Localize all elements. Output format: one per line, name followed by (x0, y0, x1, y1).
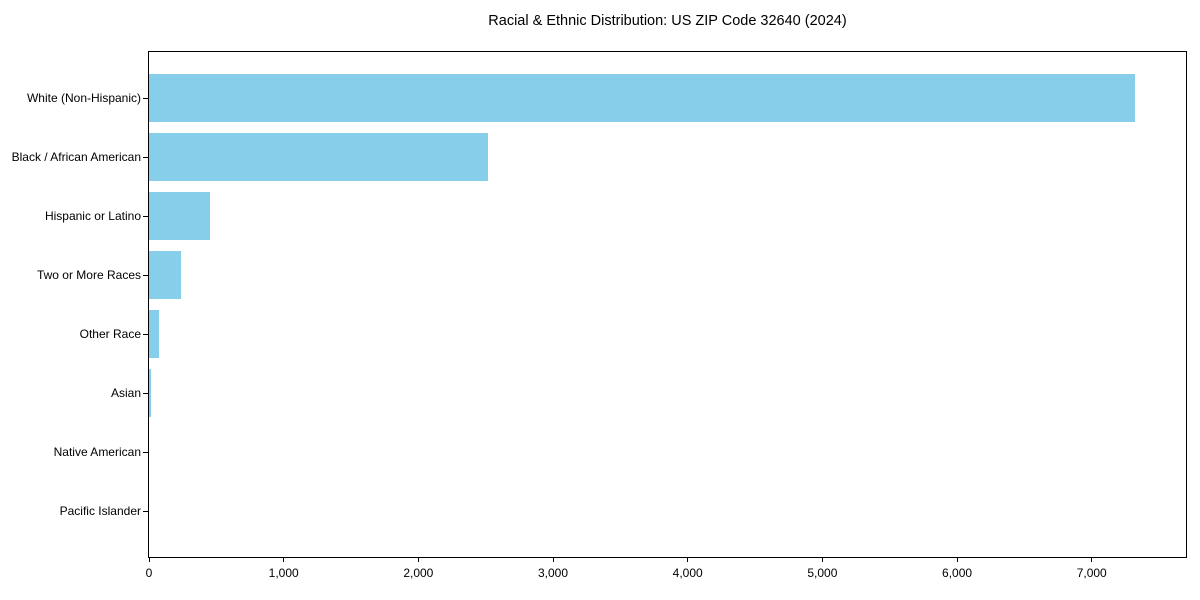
x-tick-label: 2,000 (403, 566, 434, 580)
bar (149, 73, 1135, 122)
bar (149, 250, 181, 299)
y-tick-label: White (Non-Hispanic) (26, 90, 141, 105)
x-tick-mark (687, 558, 689, 562)
x-tick-mark (821, 558, 823, 562)
y-tick-label: Pacific Islander (59, 504, 141, 519)
y-tick-label: Two or More Races (36, 267, 141, 282)
y-tick-mark (143, 97, 148, 99)
y-tick-mark (143, 334, 148, 336)
x-tick-label: 3,000 (538, 566, 569, 580)
x-tick-mark (956, 558, 958, 562)
y-tick-mark (143, 156, 148, 158)
y-tick-mark (143, 452, 148, 454)
y-tick-mark (143, 215, 148, 217)
plot-area (148, 51, 1187, 558)
y-tick-label: Black / African American (11, 149, 141, 164)
bar (149, 369, 151, 418)
x-tick-label: 5,000 (807, 566, 838, 580)
x-tick-label: 6,000 (942, 566, 973, 580)
bar (149, 191, 210, 240)
x-tick-mark (552, 558, 554, 562)
x-tick-label: 1,000 (268, 566, 299, 580)
y-tick-label: Other Race (79, 327, 141, 342)
x-tick-label: 7,000 (1076, 566, 1107, 580)
bar (149, 132, 489, 181)
y-tick-label: Hispanic or Latino (44, 208, 141, 223)
y-tick-mark (143, 274, 148, 276)
x-tick-mark (148, 558, 150, 562)
x-tick-mark (417, 558, 419, 562)
y-tick-label: Asian (110, 386, 141, 401)
chart-title: Racial & Ethnic Distribution: US ZIP Cod… (488, 13, 847, 29)
x-tick-mark (1091, 558, 1093, 562)
x-tick-label: 0 (145, 566, 153, 580)
y-tick-mark (143, 511, 148, 513)
x-tick-mark (283, 558, 285, 562)
y-tick-mark (143, 393, 148, 395)
bar (149, 310, 160, 359)
x-tick-label: 4,000 (672, 566, 703, 580)
y-tick-label: Native American (53, 445, 141, 460)
